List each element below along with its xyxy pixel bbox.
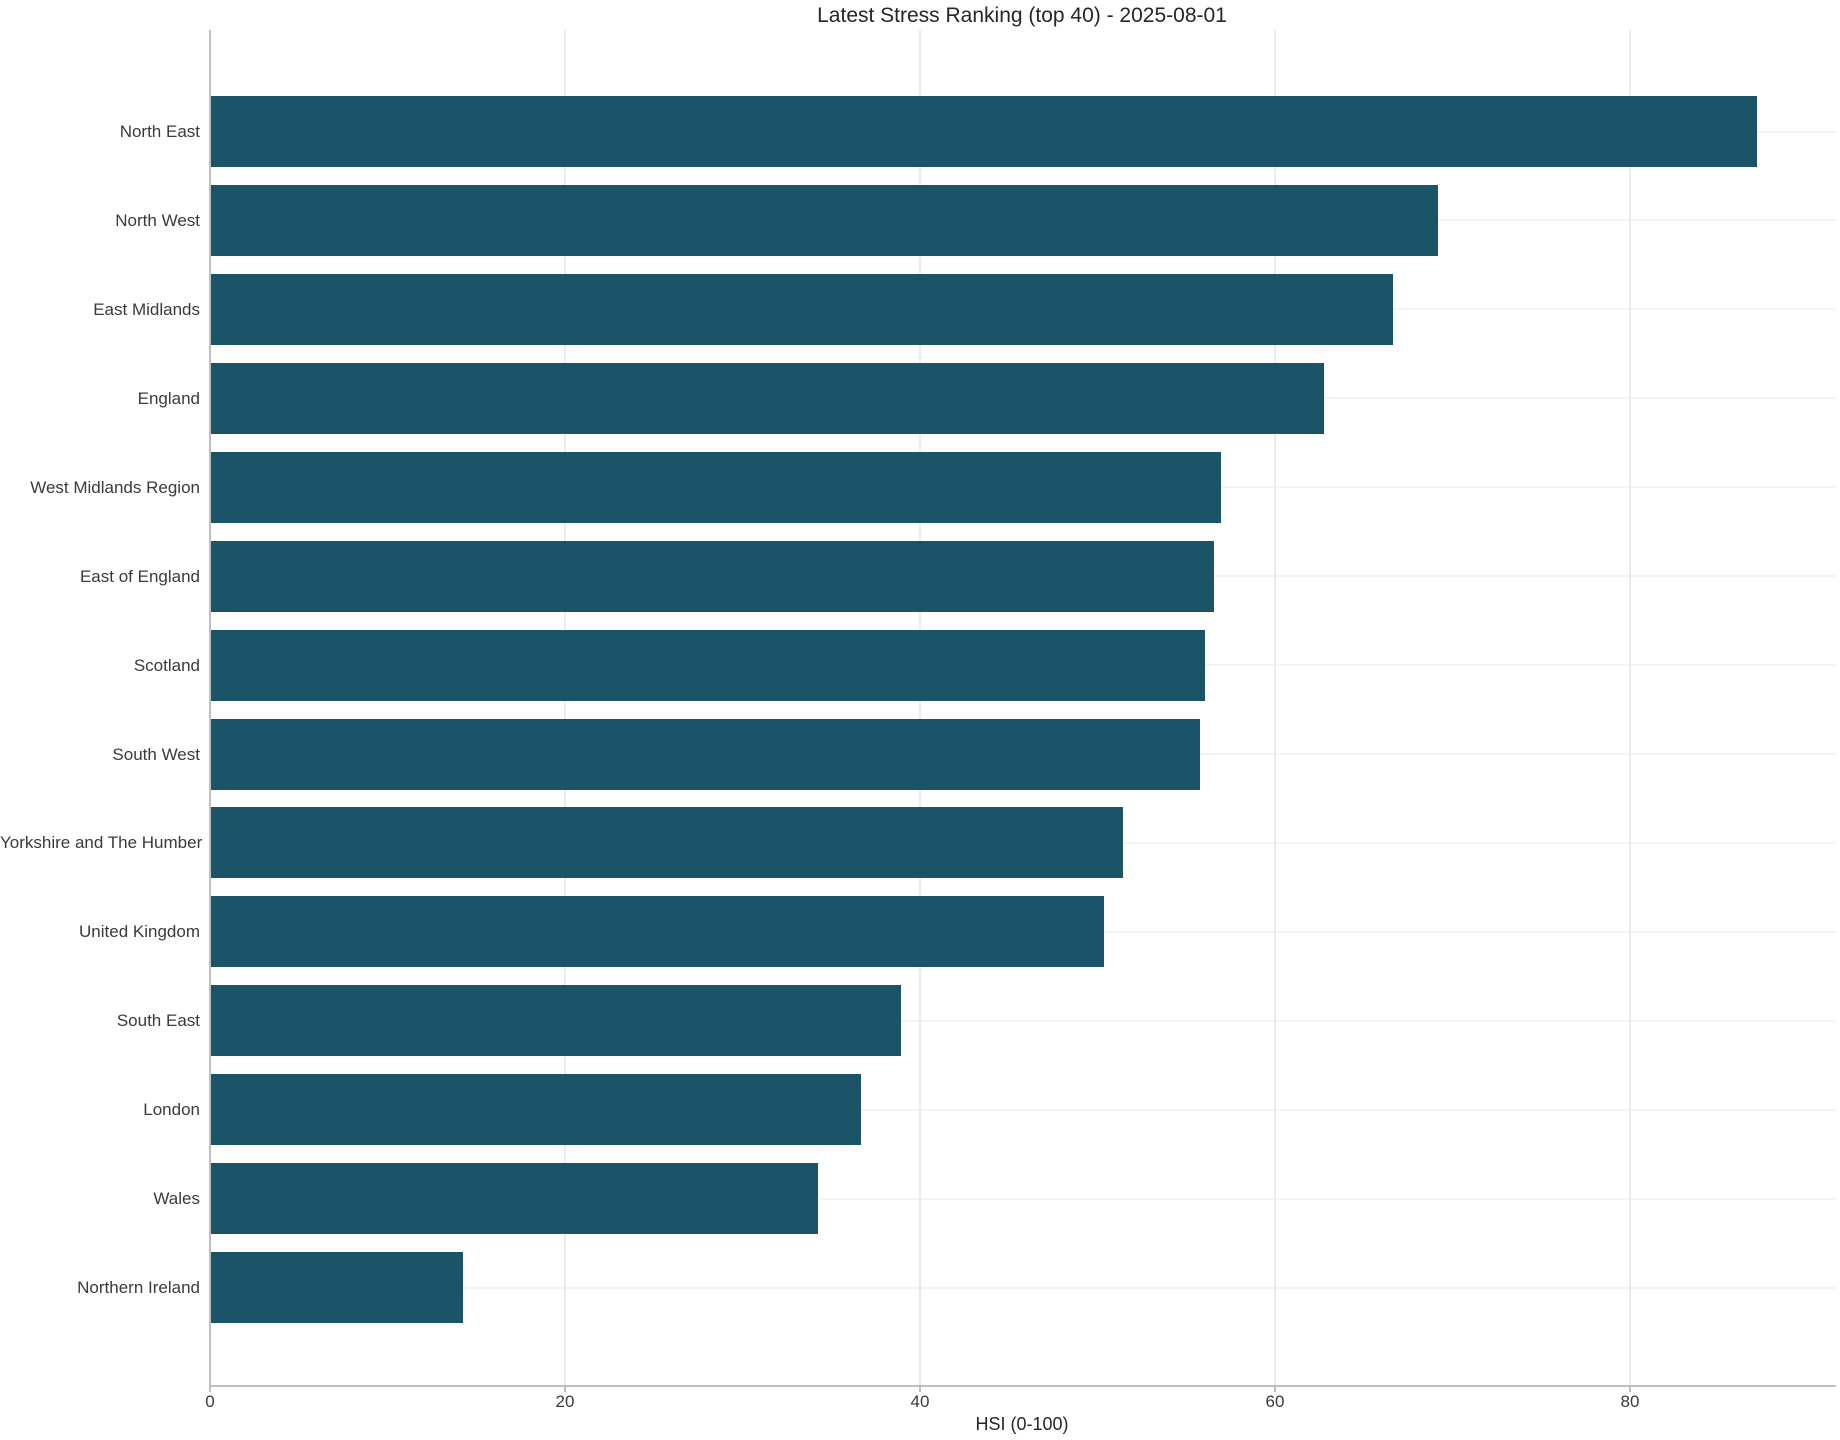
bar-london (211, 1074, 861, 1146)
horizontal-gridline (210, 1019, 1836, 1022)
bar-north-west (211, 184, 1438, 256)
x-tick-mark (209, 1387, 211, 1392)
y-tick-label: West Midlands Region (30, 477, 200, 497)
x-tick-label: 40 (910, 1392, 930, 1411)
y-tick-label: East of England (79, 566, 200, 586)
horizontal-gridline (210, 1197, 1836, 1200)
x-axis-line (209, 1385, 1836, 1387)
y-tick-label: Northern Ireland (77, 1278, 200, 1298)
chart-title: Latest Stress Ranking (top 40) - 2025-08… (817, 4, 1227, 27)
y-tick-label: North West (115, 210, 200, 230)
bar-yorkshire-and-the-humber (211, 807, 1124, 879)
bar-united-kingdom (211, 896, 1104, 968)
vertical-gridline (564, 30, 566, 1385)
x-tick-label: 60 (1265, 1392, 1285, 1411)
x-tick-label: 20 (555, 1392, 575, 1411)
bar-north-east (211, 96, 1758, 167)
bar-england (211, 362, 1324, 434)
y-tick-label: Yorkshire and The Humber (0, 833, 203, 853)
vertical-gridline (919, 30, 921, 1385)
bar-wales (211, 1163, 819, 1235)
horizontal-gridline (210, 1108, 1836, 1111)
x-tick-mark (1629, 1387, 1631, 1392)
y-tick-label: United Kingdom (79, 922, 200, 942)
bar-east-midlands (211, 273, 1394, 345)
bar-scotland (211, 629, 1205, 701)
x-tick-mark (919, 1387, 921, 1392)
y-tick-label: South East (116, 1011, 200, 1031)
horizontal-gridline (210, 1286, 1836, 1289)
y-tick-label: London (143, 1100, 200, 1120)
x-tick-label: 0 (205, 1392, 215, 1411)
y-tick-label: North East (119, 122, 200, 141)
y-tick-label: East Midlands (93, 299, 200, 319)
x-tick-mark (564, 1387, 566, 1392)
vertical-gridline (1629, 30, 1631, 1385)
x-tick-mark (1274, 1387, 1276, 1392)
bar-west-midlands-region (211, 451, 1221, 523)
bar-south-west (211, 718, 1200, 790)
bar-south-east (211, 985, 902, 1057)
y-tick-label: South West (112, 744, 200, 764)
x-axis-label: HSI (0-100) (975, 1414, 1069, 1434)
y-axis-line (209, 30, 211, 1387)
x-tick-label: 80 (1620, 1392, 1640, 1411)
y-tick-label: Scotland (133, 655, 200, 675)
bar-east-of-england (211, 540, 1214, 612)
y-tick-label: England (137, 388, 200, 408)
bar-northern-ireland (211, 1252, 464, 1324)
y-tick-label: Wales (153, 1189, 200, 1209)
vertical-gridline (1274, 30, 1276, 1385)
